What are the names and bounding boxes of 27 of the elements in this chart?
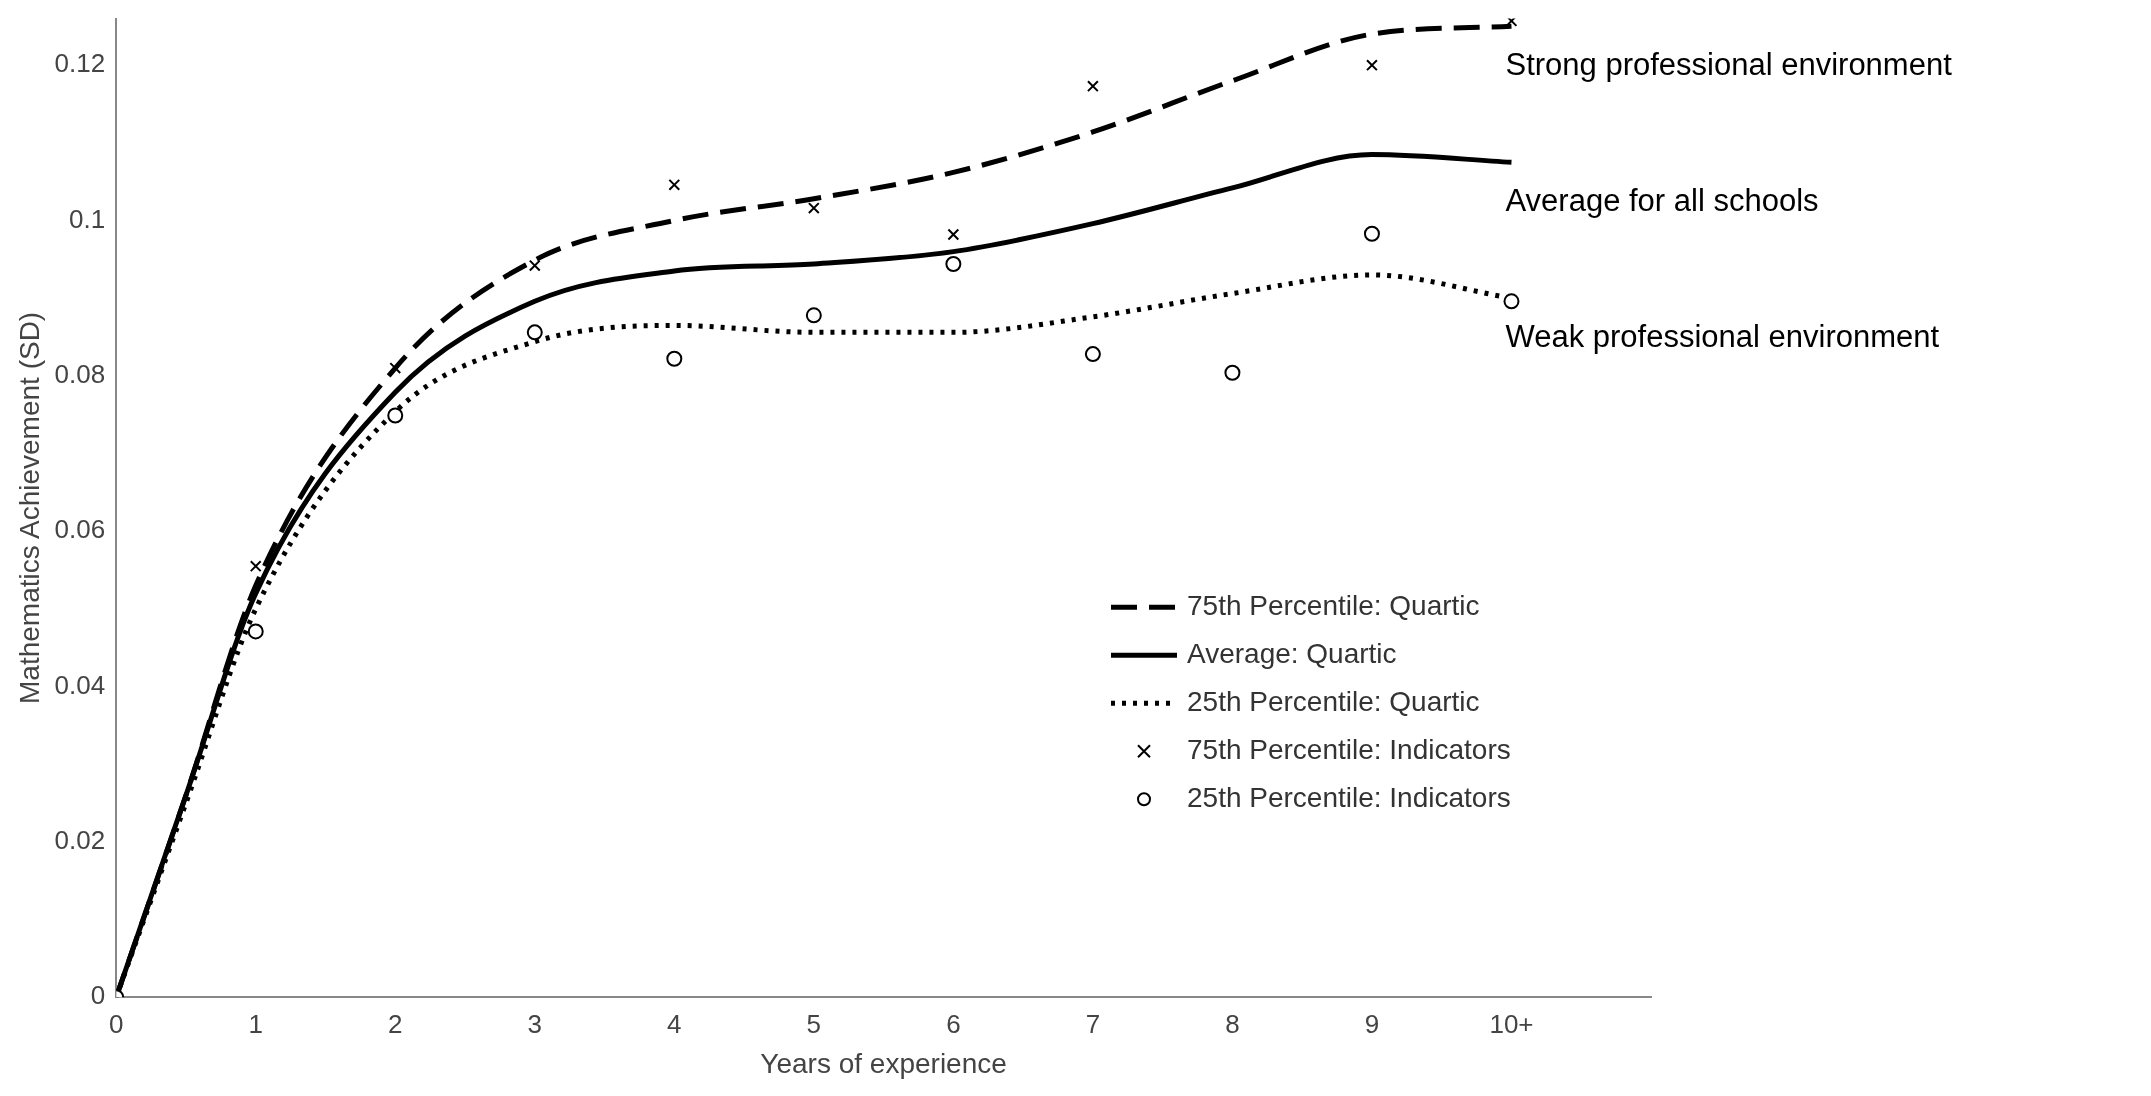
legend-label: 75th Percentile: Indicators: [1187, 733, 1511, 765]
y-tick-label: 0.08: [54, 359, 106, 390]
x-tick-label: 1: [248, 1008, 263, 1039]
x-tick-label: 8: [1225, 1008, 1240, 1039]
annotation: Weak professional environment: [1505, 318, 1940, 354]
y-tick-label: 0: [90, 980, 106, 1011]
x-tick-label: 10+: [1489, 1008, 1534, 1039]
x-tick-label: 4: [667, 1008, 682, 1039]
x-tick-label: 5: [806, 1008, 822, 1039]
legend-label: Average: Quartic: [1187, 637, 1397, 669]
x-tick-label: 6: [946, 1008, 961, 1039]
annotation: Strong professional environment: [1505, 46, 1953, 82]
y-tick-label: 0.1: [69, 203, 106, 234]
y-tick-label: 0.06: [54, 514, 106, 545]
legend-label: 25th Percentile: Quartic: [1187, 685, 1480, 717]
y-tick-label: 0.04: [54, 669, 106, 700]
annotation: Average for all schools: [1505, 182, 1819, 218]
x-axis-title: Years of experience: [760, 1047, 1007, 1079]
x-tick-label: 7: [1085, 1008, 1101, 1039]
x-tick-label: 3: [527, 1008, 543, 1039]
legend-label: 25th Percentile: Indicators: [1187, 781, 1511, 813]
x-tick-label: 2: [388, 1008, 403, 1039]
y-tick-label: 0.12: [54, 48, 106, 79]
x-tick-label: 9: [1364, 1008, 1380, 1039]
y-tick-label: 0.02: [54, 825, 106, 856]
legend-label: 75th Percentile: Quartic: [1187, 589, 1480, 621]
y-axis-title: Mathematics Achievement (SD): [13, 311, 45, 704]
